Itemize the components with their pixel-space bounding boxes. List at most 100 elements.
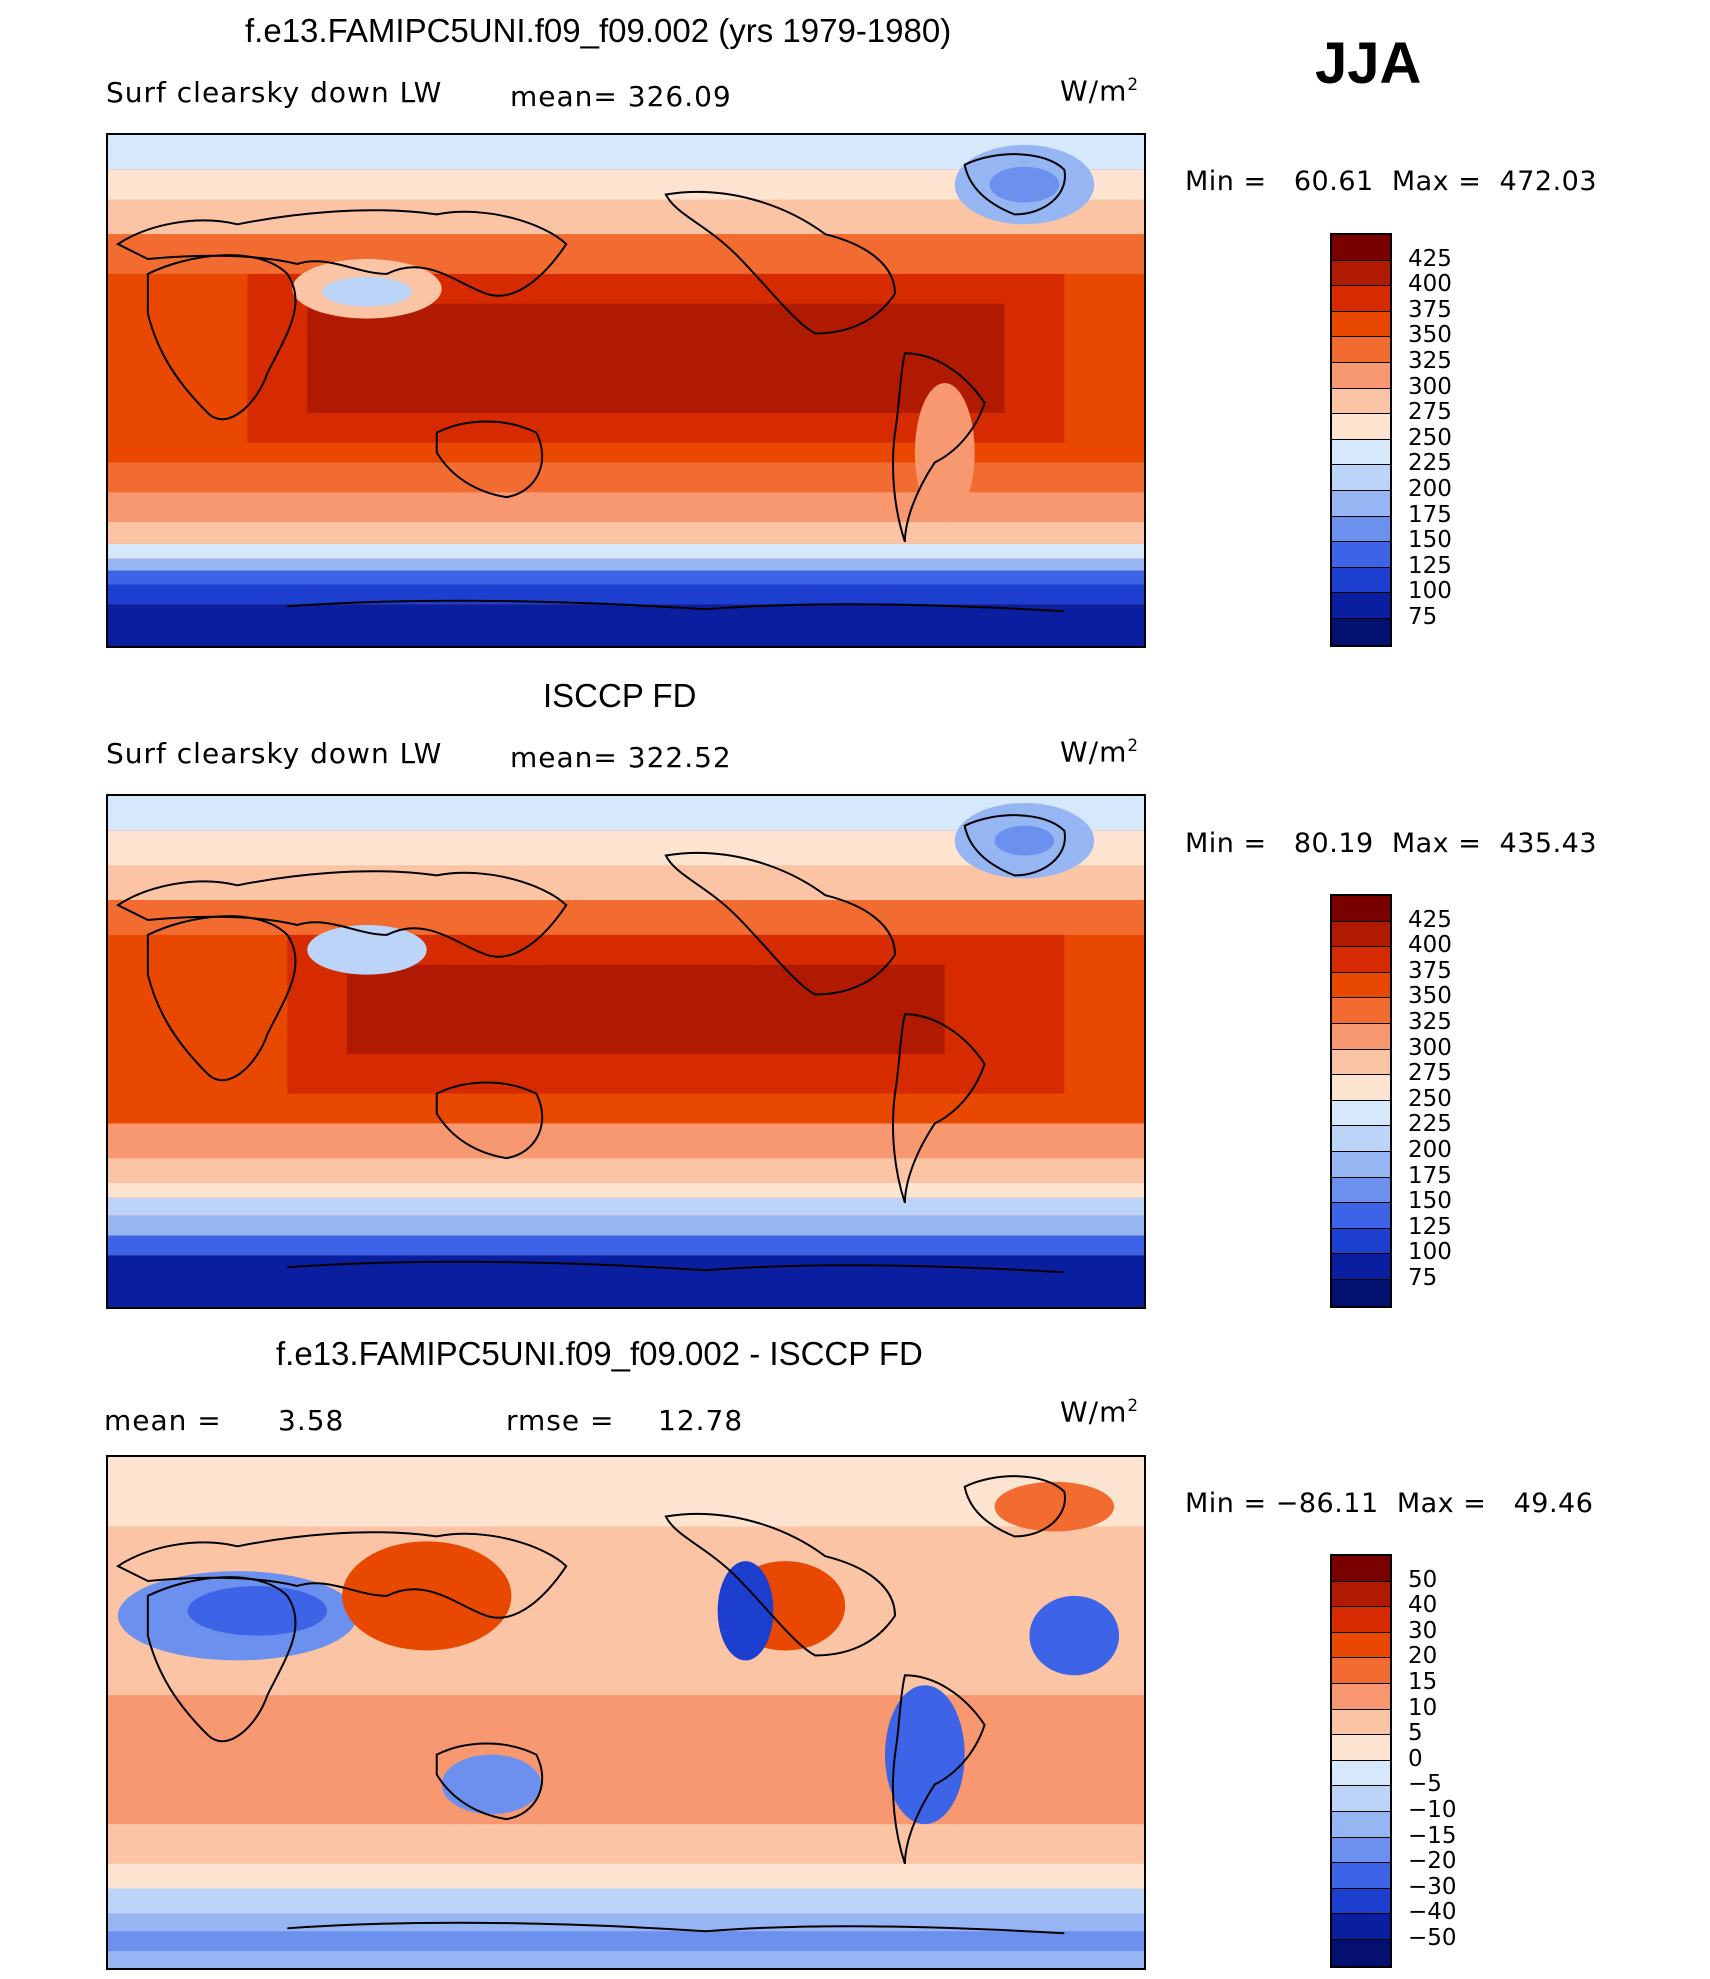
colorbar-tick-label: 375 [1408, 296, 1452, 323]
panel3-rmse-value: 12.78 [658, 1404, 744, 1437]
panel1-map [106, 133, 1146, 648]
colorbar-tick-label: 40 [1408, 1592, 1438, 1619]
colorbar-tick-label: 275 [1408, 399, 1452, 426]
colorbar-box [1332, 1075, 1390, 1101]
colorbar-tick-label: 15 [1408, 1669, 1438, 1695]
panel2-mean: mean= 322.52 [510, 741, 732, 774]
colorbar-box [1332, 1049, 1390, 1076]
colorbar-tick-label: 175 [1408, 1162, 1452, 1189]
panel1-variable-label: Surf clearsky down LW [106, 76, 443, 109]
colorbar-tick-label: 250 [1408, 1085, 1452, 1112]
colorbar-tick-label: 75 [1408, 604, 1438, 630]
panel2-map [106, 794, 1146, 1309]
colorbar-box [1332, 388, 1390, 415]
colorbar-box [1332, 1786, 1390, 1812]
colorbar-tick-label: 125 [1408, 1213, 1452, 1240]
colorbar-box [1332, 439, 1390, 466]
colorbar-tick-label: 400 [1408, 271, 1452, 298]
colorbar-box [1332, 1556, 1390, 1582]
colorbar-tick-label: −30 [1408, 1873, 1457, 1900]
colorbar-tick-label: 350 [1408, 983, 1452, 1010]
colorbar-tick-label: 225 [1408, 450, 1452, 477]
panel1-title: f.e13.FAMIPC5UNI.f09_f09.002 (yrs 1979-1… [245, 12, 952, 49]
colorbar-box [1332, 1151, 1390, 1178]
panel2-units: W/m2 [1060, 735, 1140, 769]
colorbar-tick-label: 10 [1408, 1694, 1438, 1721]
colorbar-tick-label: 325 [1408, 348, 1452, 374]
panel2-colorbar [1330, 894, 1392, 1308]
colorbar-tick-label: 20 [1408, 1643, 1438, 1670]
colorbar-tick-label: 5 [1408, 1720, 1423, 1747]
colorbar-box [1332, 1632, 1390, 1659]
colorbar-tick-label: 400 [1408, 932, 1452, 959]
colorbar-box [1332, 1709, 1390, 1736]
colorbar-box [1332, 260, 1390, 287]
colorbar-tick-label: 375 [1408, 957, 1452, 984]
panel1-field [108, 135, 1144, 646]
colorbar-tick-label: 225 [1408, 1111, 1452, 1138]
season-label: JJA [1315, 31, 1422, 96]
colorbar-tick-label: 150 [1408, 527, 1452, 554]
colorbar-tick-label: 425 [1408, 245, 1452, 272]
colorbar-box [1332, 1888, 1390, 1915]
panel1-mean: mean= 326.09 [510, 80, 732, 113]
colorbar-tick-label: 100 [1408, 578, 1452, 605]
colorbar-box [1332, 1939, 1390, 1966]
panel2-minmax: Min = 80.19 Max = 435.43 [1185, 828, 1598, 859]
colorbar-box [1332, 921, 1390, 948]
colorbar-box [1332, 311, 1390, 338]
colorbar-box [1332, 1228, 1390, 1255]
colorbar-tick-label: 250 [1408, 424, 1452, 451]
colorbar-box [1332, 1023, 1390, 1050]
colorbar-box [1332, 1279, 1390, 1306]
colorbar-box [1332, 1177, 1390, 1204]
colorbar-tick-label: 50 [1408, 1566, 1438, 1593]
colorbar-box [1332, 235, 1390, 261]
colorbar-tick-label: 30 [1408, 1617, 1438, 1644]
colorbar-box [1332, 337, 1390, 363]
colorbar-box [1332, 972, 1390, 999]
colorbar-box [1332, 1581, 1390, 1608]
colorbar-tick-label: −40 [1408, 1899, 1457, 1926]
colorbar-tick-label: −10 [1408, 1797, 1457, 1823]
colorbar-box [1332, 1735, 1390, 1761]
panel3-field [108, 1457, 1144, 1968]
colorbar-tick-label: −20 [1408, 1848, 1457, 1875]
panel3-rmse-label: rmse = [506, 1404, 615, 1437]
colorbar-box [1332, 1100, 1390, 1127]
colorbar-box [1332, 1863, 1390, 1889]
colorbar-box [1332, 1914, 1390, 1940]
colorbar-box [1332, 567, 1390, 594]
colorbar-tick-label: −5 [1408, 1771, 1442, 1798]
colorbar-box [1332, 490, 1390, 517]
panel1-colorbar [1330, 233, 1392, 647]
panel2-title: ISCCP FD [543, 677, 697, 714]
colorbar-tick-label: 425 [1408, 906, 1452, 933]
colorbar-box [1332, 1837, 1390, 1864]
colorbar-box [1332, 593, 1390, 619]
colorbar-box [1332, 362, 1390, 389]
colorbar-tick-label: −15 [1408, 1822, 1457, 1849]
colorbar-tick-label: 175 [1408, 501, 1452, 528]
colorbar-tick-label: 200 [1408, 476, 1452, 502]
colorbar-box [1332, 414, 1390, 440]
colorbar-box [1332, 542, 1390, 568]
panel3-minmax: Min = −86.11 Max = 49.46 [1185, 1488, 1594, 1519]
colorbar-box [1332, 1658, 1390, 1684]
colorbar-box [1332, 286, 1390, 312]
colorbar-tick-label: 100 [1408, 1239, 1452, 1266]
colorbar-box [1332, 516, 1390, 543]
colorbar-box [1332, 896, 1390, 922]
panel2-variable-label: Surf clearsky down LW [106, 737, 443, 770]
panel3-units: W/m2 [1060, 1395, 1140, 1429]
colorbar-box [1332, 1254, 1390, 1280]
colorbar-tick-label: 300 [1408, 373, 1452, 400]
panel1-minmax: Min = 60.61 Max = 472.03 [1185, 166, 1598, 197]
colorbar-tick-label: 275 [1408, 1060, 1452, 1087]
panel2-field [108, 796, 1144, 1307]
colorbar-tick-label: 200 [1408, 1137, 1452, 1163]
colorbar-tick-label: 300 [1408, 1034, 1452, 1061]
colorbar-tick-label: 150 [1408, 1188, 1452, 1215]
colorbar-box [1332, 1811, 1390, 1838]
colorbar-box [1332, 618, 1390, 645]
